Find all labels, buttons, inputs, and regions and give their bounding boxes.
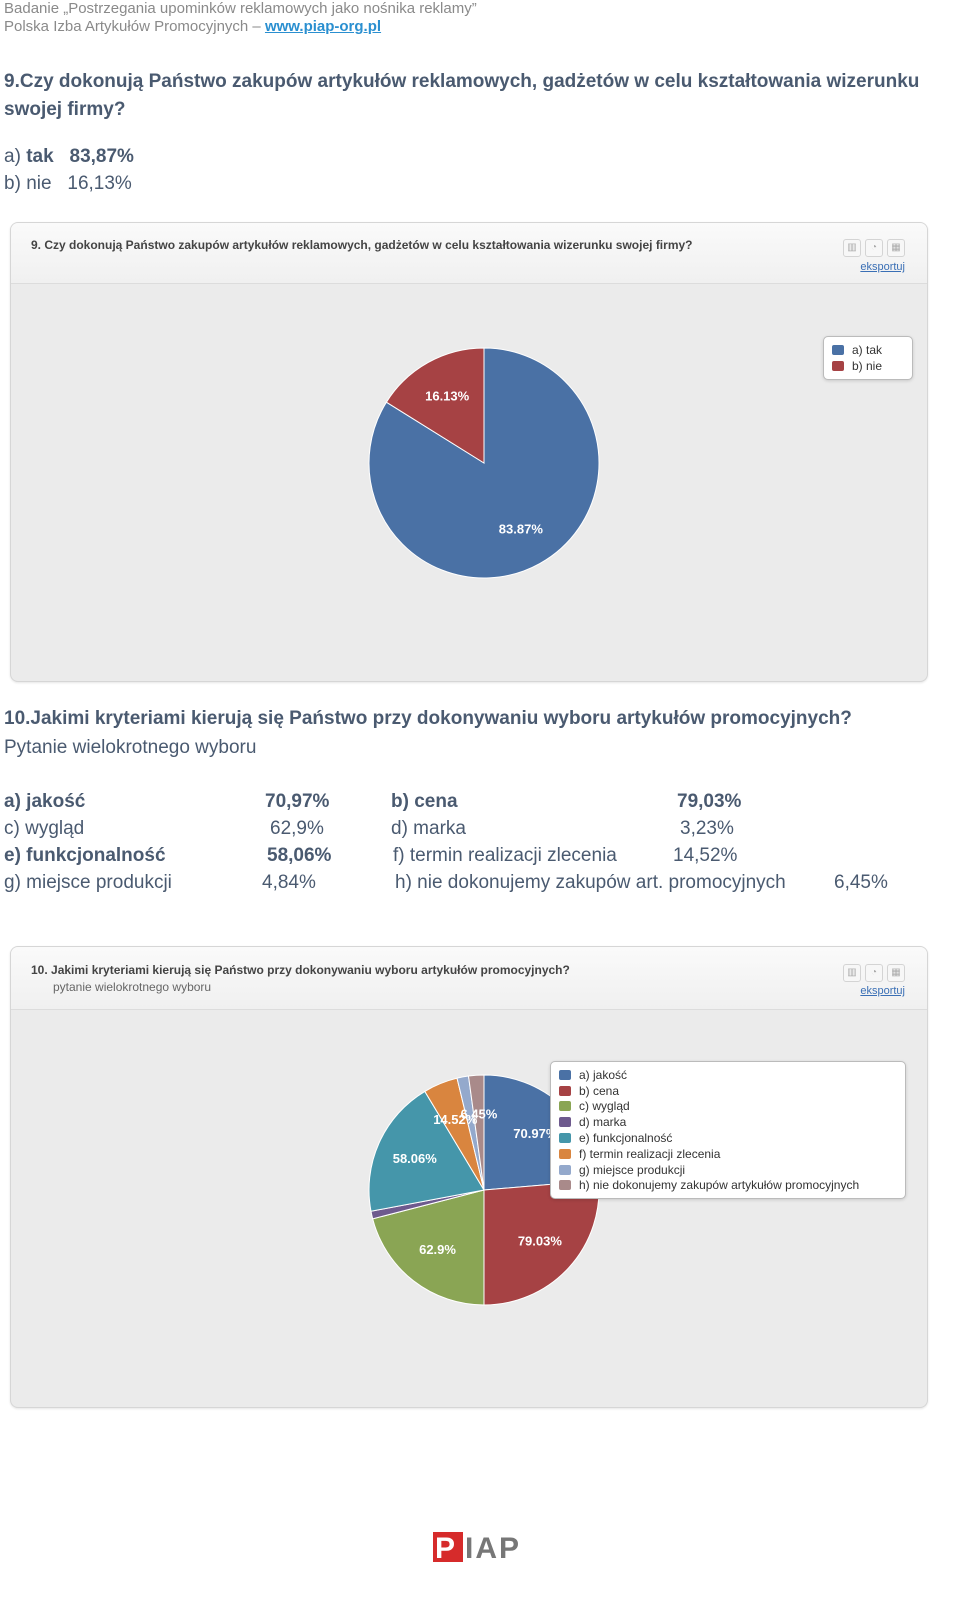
legend-label: a) jakość: [579, 1067, 628, 1082]
pie-slice-2[interactable]: [385, 347, 485, 464]
table-icon[interactable]: ▦: [887, 239, 905, 257]
legend-label: g) miejsce produkcji: [579, 1162, 686, 1177]
piap-logo: P IAP: [433, 1532, 521, 1564]
q9-answer-a: a) tak 83,87%: [4, 146, 134, 167]
pie-slice-5[interactable]: [368, 1090, 485, 1212]
document-header-org: Polska Izba Artykułów Promocyjnych – www…: [4, 18, 382, 35]
slice-label: 83.87%: [499, 521, 544, 536]
legend-swatch: [559, 1180, 571, 1191]
chart-panel-header: 9. Czy dokonują Państwo zakupów artykułó…: [11, 223, 927, 284]
legend-swatch: [559, 1101, 571, 1112]
document-header-title: Badanie „Postrzegania upominków reklamow…: [4, 0, 477, 17]
q10-answer-f-value: 14,52%: [673, 845, 738, 866]
legend-label: b) nie: [852, 358, 883, 373]
table-icon[interactable]: ▦: [887, 964, 905, 982]
pie-chart-icon[interactable]: ◔: [865, 964, 883, 982]
legend-item[interactable]: e) funkcjonalność: [559, 1130, 905, 1146]
q10-answer-a-value: 70,97%: [265, 791, 330, 812]
slice-label: 58.06%: [393, 1151, 438, 1166]
chart-panel-q9: 9. Czy dokonują Państwo zakupów artykułó…: [10, 222, 928, 682]
question-10-title: 10.Jakimi kryteriami kierują się Państwo…: [4, 708, 852, 729]
q10-answer-c-value: 62,9%: [270, 818, 324, 839]
question-10-subtitle: Pytanie wielokrotnego wyboru: [4, 737, 257, 758]
slice-label: 79.03%: [518, 1233, 563, 1248]
legend-label: c) wygląd: [579, 1099, 630, 1114]
legend-item[interactable]: b) nie: [832, 358, 912, 374]
slice-label: 62.9%: [419, 1242, 456, 1257]
chart-toolbar: ▥ ◔ ▦: [843, 239, 905, 257]
q10-answer-b-value: 79,03%: [677, 791, 742, 812]
q10-answer-a-label: a) jakość: [4, 791, 86, 812]
legend-label: b) cena: [579, 1083, 620, 1098]
q9-answer-b: b) nie 16,13%: [4, 173, 132, 194]
legend-swatch: [559, 1085, 571, 1096]
pie-slice-2[interactable]: [483, 1179, 600, 1306]
q10-answer-g-value: 4,84%: [262, 872, 316, 893]
q10-answer-e-value: 58,06%: [267, 845, 332, 866]
q10-answer-h-value: 6,45%: [834, 872, 888, 893]
q10-answer-d-value: 3,23%: [680, 818, 734, 839]
legend-item[interactable]: b) cena: [559, 1083, 905, 1099]
legend-swatch: [832, 344, 844, 355]
legend-swatch: [559, 1069, 571, 1080]
chart-title: 10. Jakimi kryteriami kierują się Państw…: [31, 963, 570, 977]
legend-item[interactable]: g) miejsce produkcji: [559, 1162, 905, 1178]
q10-answer-h-label: h) nie dokonujemy zakupów art. promocyjn…: [395, 872, 786, 893]
legend-label: a) tak: [852, 342, 883, 357]
chart-legend: a) jakość b) cena c) wygląd d) marka e) funk…: [550, 1061, 906, 1200]
q10-answer-e-label: e) funkcjonalność: [4, 845, 166, 866]
slice-label: 6.45%: [460, 1106, 497, 1121]
q10-answer-d-label: d) marka: [391, 818, 466, 839]
bar-chart-icon[interactable]: ▥: [843, 239, 861, 257]
legend-item[interactable]: h) nie dokonujemy zakupów artykułów prom…: [559, 1178, 905, 1194]
legend-item[interactable]: a) tak: [832, 342, 912, 358]
chart-subtitle: pytanie wielokrotnego wyboru: [53, 980, 212, 994]
website-link[interactable]: www.piap-org.pl: [264, 18, 382, 35]
chart-panel-header: 10. Jakimi kryteriami kierują się Państw…: [11, 947, 927, 1010]
legend-swatch: [559, 1148, 571, 1159]
chart-panel-q10: 10. Jakimi kryteriami kierują się Państw…: [10, 946, 928, 1408]
legend-item[interactable]: a) jakość: [559, 1067, 905, 1083]
legend-label: f) termin realizacji zlecenia: [579, 1146, 721, 1161]
export-link[interactable]: eksportuj: [860, 261, 905, 273]
legend-swatch: [559, 1133, 571, 1144]
legend-swatch: [559, 1164, 571, 1175]
q10-answer-g-label: g) miejsce produkcji: [4, 872, 172, 893]
pie-chart-icon[interactable]: ◔: [865, 239, 883, 257]
legend-label: d) marka: [579, 1115, 627, 1130]
slice-label: 16.13%: [425, 389, 470, 404]
pie-slice-8[interactable]: [467, 1074, 485, 1191]
pie-chart-q10: 70.97% 79.03% 62.9% 58.06% 14.52%6.45%: [368, 1074, 600, 1306]
svg-text:IAP: IAP: [465, 1532, 521, 1564]
legend-swatch: [559, 1117, 571, 1128]
q10-answer-c-label: c) wygląd: [4, 818, 85, 839]
chart-legend: a) tak b) nie: [823, 336, 913, 380]
bar-chart-icon[interactable]: ▥: [843, 964, 861, 982]
chart-title: 9. Czy dokonują Państwo zakupów artykułó…: [31, 238, 693, 252]
pie-slice-3[interactable]: [372, 1189, 485, 1306]
slice-label: 14.52%: [433, 1112, 478, 1127]
legend-label: e) funkcjonalność: [579, 1131, 673, 1146]
legend-item[interactable]: f) termin realizacji zlecenia: [559, 1146, 905, 1162]
slice-label: 70.97%: [513, 1126, 558, 1141]
legend-item[interactable]: d) marka: [559, 1114, 905, 1130]
export-link[interactable]: eksportuj: [860, 985, 905, 997]
legend-item[interactable]: c) wygląd: [559, 1099, 905, 1115]
legend-label: h) nie dokonujemy zakupów artykułów prom…: [579, 1178, 860, 1193]
q10-answer-f-label: f) termin realizacji zlecenia: [393, 845, 617, 866]
chart-toolbar: ▥ ◔ ▦: [843, 964, 905, 982]
svg-text:P: P: [435, 1532, 455, 1564]
q10-answer-b-label: b) cena: [391, 791, 458, 812]
legend-swatch: [832, 360, 844, 371]
question-9-title: 9.Czy dokonują Państwo zakupów artykułów…: [4, 71, 920, 120]
pie-chart-q9: 83.87% 16.13%: [368, 347, 600, 579]
pie-slice-1[interactable]: [368, 347, 600, 579]
